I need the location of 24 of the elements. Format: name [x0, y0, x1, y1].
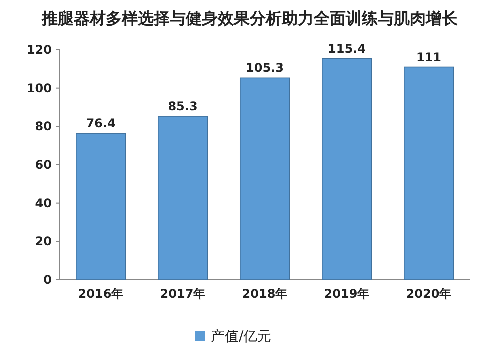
data-label: 85.3 [168, 100, 198, 114]
x-tick-label: 2020年 [406, 287, 452, 301]
x-tick-label: 2018年 [242, 287, 288, 301]
y-tick-label: 0 [44, 273, 52, 287]
y-tick-label: 60 [35, 158, 52, 172]
legend-label: 产值/亿元 [211, 329, 272, 345]
y-tick-label: 20 [35, 234, 52, 249]
data-label: 115.4 [328, 42, 366, 56]
y-tick-label: 100 [26, 81, 52, 96]
data-label: 105.3 [246, 61, 284, 76]
bar [404, 66, 454, 280]
data-label: 76.4 [86, 116, 116, 131]
x-tick-label: 2019年 [324, 287, 370, 301]
x-tick-label: 2016年 [78, 287, 124, 301]
y-tick-label: 40 [35, 196, 52, 210]
bar [322, 58, 372, 280]
bar [158, 116, 208, 280]
y-tick-label: 120 [26, 43, 52, 57]
bar [76, 133, 126, 280]
data-label: 111 [416, 50, 442, 64]
chart-title: 推腿器材多样选择与健身效果分析助力全面训练与肌肉增长 [41, 9, 459, 28]
y-tick-label: 80 [35, 120, 52, 134]
x-tick-label: 2017年 [160, 287, 206, 301]
bar [240, 78, 290, 280]
